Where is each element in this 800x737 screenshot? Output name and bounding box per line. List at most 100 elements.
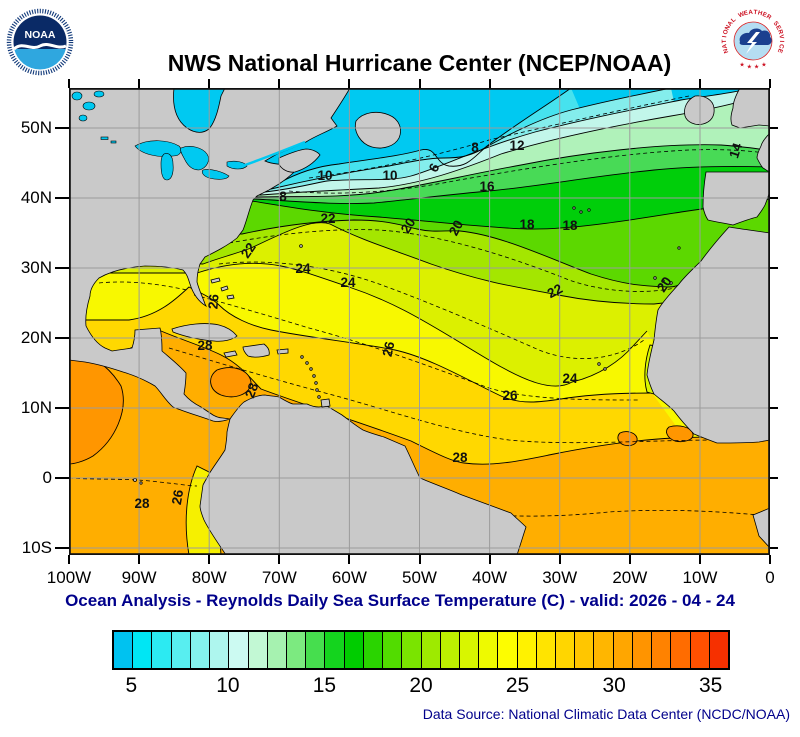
contour-label: 24 [562, 371, 578, 386]
colorbar-cell [210, 632, 230, 668]
lat-tick-right [770, 547, 778, 549]
contour-label: 24 [295, 261, 311, 276]
lat-tick-right [770, 267, 778, 269]
svg-text:E: E [776, 48, 784, 54]
land-newfoundland [354, 111, 401, 149]
lake-canada-2 [82, 101, 96, 111]
lon-tick-top [278, 79, 281, 88]
colorbar-cell [479, 632, 499, 668]
colorbar-cell [325, 632, 345, 668]
lat-tick-right [770, 337, 778, 339]
lon-tick [628, 555, 631, 564]
lon-tick-top [558, 79, 561, 88]
land-france [756, 132, 770, 173]
svg-text:★: ★ [747, 64, 752, 71]
colorbar-cell [229, 632, 249, 668]
lon-tick-top [699, 79, 701, 88]
svg-text:★: ★ [739, 62, 744, 69]
sst-map: 8 10 10 6 8 12 14 16 18 18 20 20 22 22 22 20 24 24 24 26 26 2… [68, 87, 771, 556]
colorbar-cell [575, 632, 595, 668]
contour-label: 16 [479, 179, 495, 194]
colorbar-cell [133, 632, 153, 668]
lat-tick [55, 267, 69, 269]
lake-canada-5 [100, 136, 109, 140]
contour-label: 8 [471, 140, 479, 155]
contour-label: 28 [134, 496, 150, 511]
colorbar-cell [171, 632, 191, 668]
svg-text:T: T [753, 9, 758, 16]
contour-label: 10 [317, 168, 332, 183]
lat-tick-right [770, 407, 778, 409]
islands-cape-verde [597, 362, 607, 371]
lakes-layer [71, 90, 306, 181]
map-frame [68, 87, 771, 556]
lon-label: 70W [261, 568, 297, 587]
lon-label: 10W [682, 568, 718, 587]
lake-ontario [226, 160, 248, 170]
islands-bahamas [210, 277, 235, 300]
colorbar-cell [556, 632, 576, 668]
colorbar-tick-label: 30 [602, 674, 626, 697]
svg-text:★: ★ [761, 62, 766, 69]
lon-tick-top [769, 79, 771, 88]
lon-label: 90W [121, 568, 157, 587]
colorbar-cell [402, 632, 422, 668]
svg-text:S: S [772, 20, 780, 28]
lat-label: 30N [20, 258, 52, 277]
lon-tick-top [418, 79, 421, 88]
colorbar-cell [363, 632, 384, 668]
lat-label: 0 [42, 468, 52, 487]
lat-tick [55, 337, 69, 339]
island-bermuda [299, 244, 303, 248]
lon-label: 30W [542, 568, 578, 587]
lat-label: 40N [20, 188, 52, 207]
data-source-text: Data Source: National Climatic Data Cent… [422, 706, 790, 722]
island-cuba [171, 323, 238, 342]
contour-label: 28 [242, 380, 261, 400]
contour-label: 18 [519, 217, 535, 232]
lon-tick [418, 555, 421, 564]
lat-tick-right [770, 477, 778, 479]
contour-label: 12 [509, 138, 524, 153]
lat-label: 10N [20, 398, 52, 417]
colorbar-cell [286, 632, 307, 668]
colorbar-cell [459, 632, 480, 668]
islands-azores [572, 206, 591, 214]
lake-canada-6 [110, 140, 117, 144]
lat-tick-right [770, 127, 778, 129]
lat-label: 50N [20, 118, 52, 137]
lon-tick [558, 555, 561, 564]
colorbar-cell [709, 632, 728, 668]
island-puerto-rico [276, 348, 289, 355]
lake-canada-3 [93, 90, 105, 98]
lon-tick [769, 555, 771, 564]
svg-text:E: E [761, 11, 768, 19]
contour-label: 28 [197, 338, 213, 353]
lon-label: 80W [191, 568, 227, 587]
contour-label: 20 [446, 218, 466, 238]
temperature-colorbar [112, 630, 730, 670]
land-africa [646, 226, 770, 444]
contour-label: 26 [169, 488, 186, 506]
lake-superior [134, 140, 182, 157]
colorbar-cell [306, 632, 326, 668]
svg-text:T: T [721, 39, 728, 43]
lon-label: 50W [402, 568, 437, 587]
svg-text:L: L [730, 16, 738, 24]
lat-tick [55, 407, 69, 409]
svg-text:C: C [777, 43, 785, 49]
lon-label: 20W [612, 568, 648, 587]
svg-text:A: A [721, 43, 729, 49]
lat-tick [55, 127, 69, 129]
svg-text:V: V [777, 34, 785, 40]
colorbar-cell [383, 632, 403, 668]
contour-label: 14 [726, 141, 745, 160]
st-lawrence-river [244, 140, 306, 167]
contour-label: 10 [382, 168, 397, 183]
colorbar-cell [632, 632, 653, 668]
lon-label: 40W [472, 568, 508, 587]
colorbar-tick-label: 20 [409, 674, 433, 697]
colorbar-cell [671, 632, 691, 668]
page-title: NWS National Hurricane Center (NCEP/NOAA… [167, 50, 672, 76]
